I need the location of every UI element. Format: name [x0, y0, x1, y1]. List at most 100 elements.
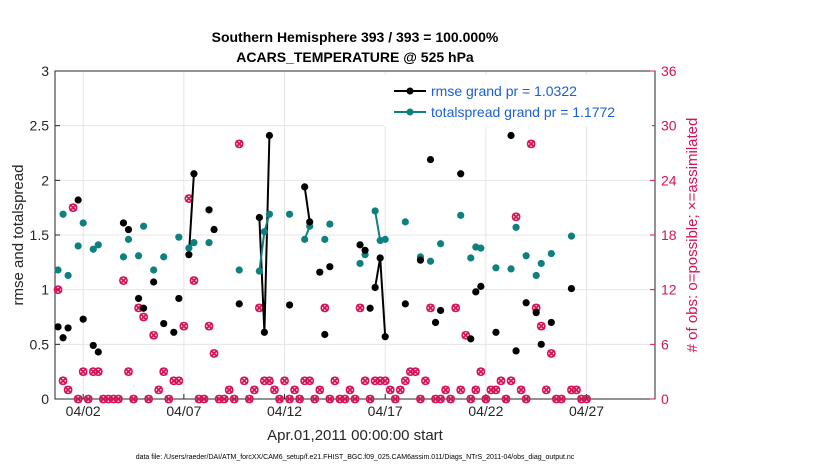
obs-possible-marker: [295, 394, 305, 404]
obs-assimilated-marker: [366, 395, 374, 403]
x-axis-label: Apr.01,2011 00:00:00 start: [267, 427, 444, 444]
rmse-point: [170, 328, 178, 336]
obs-assimilated-marker: [356, 304, 364, 312]
obs-assimilated-marker: [205, 322, 213, 330]
rmse-point: [426, 155, 435, 164]
obs-assimilated-marker: [185, 194, 193, 203]
obs-possible-marker: [400, 376, 410, 386]
obs-assimilated-marker: [124, 367, 133, 376]
obs-possible-marker: [129, 394, 138, 404]
totalspread-point: [94, 241, 102, 249]
rmse-point: [492, 328, 500, 336]
obs-assimilated-marker: [64, 386, 72, 394]
obs-assimilated-marker: [416, 395, 425, 403]
obs-possible-marker: [501, 394, 511, 404]
obs-possible-marker: [98, 394, 108, 404]
obs-assimilated-marker: [255, 304, 264, 312]
obs-possible-marker: [370, 376, 380, 386]
obs-possible-marker: [416, 394, 425, 404]
obs-possible-marker: [330, 376, 340, 386]
obs-assimilated-marker: [250, 386, 259, 394]
rmse-point: [366, 304, 374, 312]
obs-assimilated-marker: [517, 386, 525, 394]
obs-assimilated-marker: [230, 395, 239, 403]
obs-assimilated-marker: [421, 376, 430, 385]
rmse-point: [134, 294, 143, 303]
rmse-point: [321, 330, 329, 339]
obs-possible-marker: [63, 385, 73, 395]
obs-assimilated-marker: [456, 386, 465, 394]
obs-assimilated-marker: [361, 376, 369, 385]
obs-assimilated-marker: [59, 376, 67, 385]
obs-possible-marker: [486, 385, 496, 395]
totalspread-point: [255, 267, 263, 275]
obs-possible-marker: [390, 394, 400, 404]
rmse-point: [326, 263, 334, 271]
obs-possible-marker: [431, 394, 440, 404]
obs-possible-marker: [108, 394, 118, 404]
obs-possible-marker: [179, 321, 189, 331]
obs-assimilated-marker: [346, 386, 354, 394]
obs-possible-marker: [426, 303, 435, 313]
obs-assimilated-marker: [240, 376, 249, 385]
obs-assimilated-marker: [79, 367, 88, 376]
obs-assimilated-marker: [310, 395, 319, 403]
totalspread-point: [89, 245, 97, 253]
rmse-point: [94, 348, 102, 356]
obs-possible-marker: [114, 394, 123, 404]
y-axis-label: rmse and totalspread: [10, 165, 27, 306]
obs-possible-marker: [380, 376, 390, 386]
obs-assimilated-marker: [69, 203, 77, 212]
footnote: data file: /Users/raeder/DAI/ATM_forcXX/…: [136, 454, 575, 461]
obs-assimilated-marker: [275, 395, 284, 403]
rmse-point: [381, 333, 389, 341]
obs-assimilated-marker: [235, 140, 244, 148]
obs-possible-marker: [265, 376, 274, 386]
obs-possible-marker: [259, 376, 269, 386]
obs-assimilated-marker: [290, 386, 299, 394]
obs-assimilated-marker: [149, 331, 158, 340]
rmse-point: [356, 241, 364, 249]
rmse-point: [416, 256, 425, 264]
totalspread-point: [74, 242, 82, 250]
obs-possible-marker: [375, 376, 385, 386]
obs-assimilated-marker: [466, 395, 475, 403]
totalspread-point: [512, 223, 520, 231]
obs-assimilated-marker: [144, 395, 153, 403]
y-axis-left: 0 0.5 1 1.5 2 2.5 3: [30, 63, 60, 407]
y2-tick-label: 0: [661, 391, 669, 407]
obs-assimilated-marker: [527, 140, 536, 148]
rmse-point: [160, 319, 168, 328]
obs-possible-marker: [320, 303, 330, 313]
obs-possible-marker: [310, 394, 320, 404]
obs-possible-marker: [365, 394, 375, 404]
obs-possible-marker: [285, 394, 294, 404]
totalspread-point: [134, 252, 143, 260]
x-tick-label: 04/07: [166, 403, 201, 419]
obs-possible-marker: [239, 376, 249, 386]
rmse-point: [316, 268, 324, 276]
totalspread-point: [64, 271, 72, 280]
y2-tick-label: 18: [661, 227, 677, 243]
obs-assimilated-marker: [502, 395, 510, 403]
obs-possible-marker: [149, 330, 159, 340]
obs-possible-marker: [159, 367, 169, 377]
obs-possible-marker: [481, 394, 491, 404]
totalspread-line-segment: [374, 210, 386, 242]
rmse-line-segment: [303, 186, 311, 223]
obs-possible-marker: [83, 394, 93, 404]
obs-possible-marker: [340, 394, 350, 404]
obs-possible-marker: [395, 385, 405, 395]
rmse-point: [124, 225, 133, 234]
totalspread-point: [492, 264, 500, 272]
obs-possible-marker: [350, 394, 360, 404]
legend-rmse-marker: [406, 87, 414, 95]
rmse-point: [89, 341, 97, 350]
obs-assimilated-marker: [74, 395, 82, 403]
obs-assimilated-marker: [391, 395, 400, 403]
obs-possible-marker: [270, 385, 279, 395]
obs-possible-marker: [249, 385, 259, 395]
y2-tick-label: 36: [661, 63, 677, 79]
obs-assimilated-marker: [180, 322, 188, 330]
